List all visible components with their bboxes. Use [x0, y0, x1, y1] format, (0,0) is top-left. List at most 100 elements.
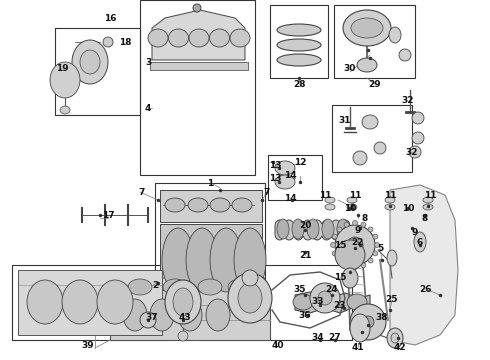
Text: 16: 16 [104, 14, 116, 23]
Ellipse shape [373, 251, 378, 256]
Ellipse shape [173, 288, 193, 316]
Ellipse shape [387, 328, 403, 348]
Text: 42: 42 [393, 343, 406, 352]
Ellipse shape [178, 299, 202, 331]
Polygon shape [115, 278, 265, 292]
Bar [12, 265, 168, 340]
Ellipse shape [320, 294, 340, 310]
Ellipse shape [275, 161, 295, 175]
Ellipse shape [385, 197, 395, 203]
Text: 34: 34 [312, 333, 324, 342]
Ellipse shape [350, 304, 386, 340]
Text: 43: 43 [179, 314, 191, 323]
Text: 14: 14 [284, 194, 296, 202]
Ellipse shape [343, 10, 391, 46]
Polygon shape [110, 290, 270, 340]
Text: 21: 21 [299, 251, 311, 260]
Ellipse shape [178, 331, 188, 341]
Text: 23: 23 [334, 301, 346, 310]
Polygon shape [295, 292, 370, 313]
Ellipse shape [351, 18, 383, 38]
Ellipse shape [361, 222, 366, 227]
Text: 26: 26 [419, 285, 431, 294]
Text: 10: 10 [402, 203, 414, 212]
Ellipse shape [150, 299, 174, 331]
Text: 7: 7 [139, 188, 145, 197]
Ellipse shape [128, 279, 152, 295]
Ellipse shape [169, 29, 189, 47]
Ellipse shape [307, 219, 319, 239]
Polygon shape [150, 62, 248, 70]
Text: 13: 13 [269, 161, 281, 170]
Text: 11: 11 [424, 190, 436, 199]
Ellipse shape [123, 299, 147, 331]
Ellipse shape [242, 270, 258, 286]
Ellipse shape [335, 240, 365, 270]
Ellipse shape [103, 37, 113, 47]
Text: 32: 32 [402, 95, 414, 104]
Text: 1: 1 [207, 179, 213, 188]
Bar [268, 155, 322, 200]
Text: 2: 2 [152, 280, 158, 289]
Text: 11: 11 [384, 190, 396, 199]
Ellipse shape [342, 268, 358, 288]
Bar [140, 0, 255, 175]
Bar [270, 5, 328, 78]
Ellipse shape [165, 198, 185, 212]
Ellipse shape [373, 234, 378, 239]
Ellipse shape [423, 197, 433, 203]
Ellipse shape [198, 279, 222, 295]
Text: 6: 6 [417, 238, 423, 247]
Text: 11: 11 [319, 190, 331, 199]
Ellipse shape [275, 175, 295, 189]
Text: 9: 9 [355, 225, 361, 234]
Ellipse shape [352, 220, 358, 225]
Bar [155, 183, 265, 305]
Text: 39: 39 [82, 341, 94, 350]
Ellipse shape [62, 280, 98, 324]
Text: 27: 27 [329, 333, 342, 342]
Text: 9: 9 [412, 228, 418, 237]
Ellipse shape [387, 250, 397, 266]
Ellipse shape [50, 62, 80, 98]
Ellipse shape [277, 219, 289, 239]
Ellipse shape [368, 258, 373, 263]
Text: 24: 24 [326, 285, 338, 294]
Ellipse shape [277, 39, 321, 51]
Ellipse shape [330, 243, 336, 248]
Text: 22: 22 [352, 238, 364, 247]
Ellipse shape [140, 312, 156, 328]
Ellipse shape [310, 283, 340, 313]
Ellipse shape [97, 280, 133, 324]
Text: 18: 18 [119, 37, 131, 46]
Ellipse shape [357, 58, 377, 72]
Ellipse shape [72, 40, 108, 84]
Ellipse shape [399, 49, 411, 61]
Ellipse shape [60, 106, 70, 114]
Ellipse shape [165, 280, 201, 324]
Ellipse shape [230, 29, 250, 47]
Ellipse shape [409, 146, 421, 158]
Text: 37: 37 [146, 314, 158, 323]
Ellipse shape [368, 227, 373, 232]
Ellipse shape [193, 4, 201, 12]
Ellipse shape [228, 273, 272, 323]
Ellipse shape [234, 228, 266, 292]
Ellipse shape [385, 204, 395, 210]
Ellipse shape [350, 314, 370, 342]
Ellipse shape [163, 279, 187, 295]
Ellipse shape [232, 198, 252, 212]
Text: 17: 17 [102, 211, 114, 220]
Text: 11: 11 [349, 190, 361, 199]
Ellipse shape [335, 225, 375, 265]
Text: 15: 15 [334, 240, 346, 249]
Text: 15: 15 [334, 274, 346, 283]
Ellipse shape [148, 29, 168, 47]
Ellipse shape [277, 24, 321, 36]
Ellipse shape [374, 243, 379, 248]
Ellipse shape [362, 316, 374, 328]
Ellipse shape [238, 283, 262, 313]
Text: 7: 7 [264, 188, 270, 197]
Text: 28: 28 [294, 80, 306, 89]
Text: 3: 3 [145, 58, 151, 67]
